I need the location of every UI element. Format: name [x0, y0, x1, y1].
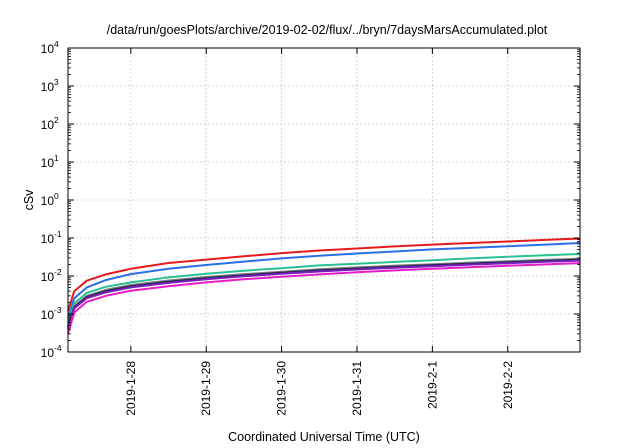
x-tick-label: 2019-1-28 — [124, 361, 138, 416]
chart-title: /data/run/goesPlots/archive/2019-02-02/f… — [107, 23, 548, 37]
series-line-5 — [67, 258, 581, 328]
y-tick-exponent: -2 — [54, 267, 62, 277]
x-tick-label: 2019-1-31 — [350, 361, 364, 416]
x-axis: 2019-1-28 2019-1-29 2019-1-30 2019-1-31 2019… — [124, 48, 515, 416]
series-line-4 — [67, 257, 581, 326]
series-line-6 — [67, 259, 581, 330]
y-tick-label: 10 — [41, 270, 55, 284]
x-tick-label: 2019-1-29 — [199, 361, 213, 416]
grid-lines — [68, 48, 580, 352]
y-tick-exponent: 2 — [54, 115, 59, 125]
y-tick-label: 10 — [41, 118, 55, 132]
y-tick-label: 10 — [41, 232, 55, 246]
y-tick-exponent: -3 — [54, 305, 62, 315]
y-tick-label: 10 — [41, 194, 55, 208]
y-tick-exponent: -1 — [54, 229, 62, 239]
x-tick-label: 2019-1-30 — [275, 361, 289, 416]
y-tick-label: 10 — [41, 346, 55, 360]
y-tick-label: 10 — [41, 156, 55, 170]
y-tick-label: 10 — [41, 42, 55, 56]
x-tick-label: 2019-2-2 — [501, 361, 515, 409]
y-tick-exponent: 1 — [54, 153, 59, 163]
series-line-1 — [67, 237, 581, 312]
y-tick-exponent: 3 — [54, 77, 59, 87]
y-tick-exponent: 0 — [54, 191, 59, 201]
y-tick-exponent: -4 — [54, 343, 62, 353]
x-axis-label: Coordinated Universal Time (UTC) — [228, 430, 420, 444]
y-tick-label: 10 — [41, 80, 55, 94]
series-lines — [67, 237, 581, 335]
x-tick-label: 2019-2-1 — [425, 361, 439, 409]
y-tick-exponent: 4 — [54, 39, 59, 49]
y-tick-label: 10 — [41, 308, 55, 322]
y-axis-label: cSv — [22, 189, 36, 211]
series-line-3 — [67, 253, 581, 323]
series-line-2 — [67, 242, 581, 319]
series-line-7 — [67, 262, 581, 335]
